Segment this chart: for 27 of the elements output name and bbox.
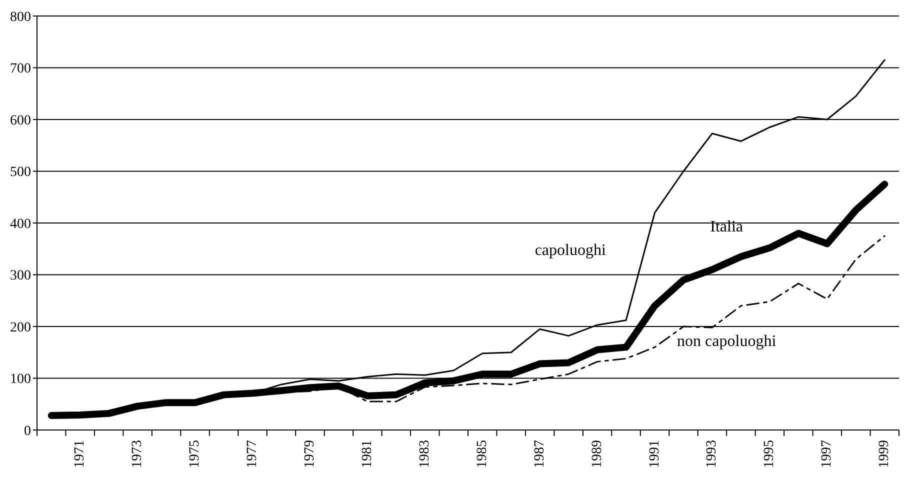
x-tick-label: 1997 xyxy=(820,440,835,468)
y-tick-label: 100 xyxy=(10,372,31,388)
x-tick-label: 1985 xyxy=(474,440,490,468)
x-tick-label: 1999 xyxy=(877,440,892,468)
y-tick-label: 200 xyxy=(10,320,31,336)
text: capoluoghi xyxy=(534,242,606,259)
x-tick-label: 1989 xyxy=(590,440,605,468)
x-tick-label: 1981 xyxy=(360,440,375,468)
x-tick-label: 1995 xyxy=(762,440,778,468)
x-tick-label: 1979 xyxy=(302,440,318,468)
x-tick-label: 1983 xyxy=(417,440,432,468)
y-tick-label: 700 xyxy=(10,62,31,77)
y-tick-label: 0 xyxy=(24,424,31,439)
y-tick-label: 600 xyxy=(10,113,31,128)
series-label: non capoluoghi xyxy=(677,332,777,350)
x-tick-label: 1971 xyxy=(72,440,88,468)
y-tick-label: 400 xyxy=(10,216,31,232)
x-tick-label: 1993 xyxy=(704,440,720,468)
y-tick-label: 300 xyxy=(10,268,31,284)
series-label: Italia xyxy=(710,218,744,236)
x-tick-label: 1977 xyxy=(245,440,260,468)
y-tick-label: 800 xyxy=(10,10,31,25)
x-tick-label: 1991 xyxy=(647,440,662,468)
x-tick-label: 1975 xyxy=(188,440,203,468)
x-tick-label: 1973 xyxy=(130,440,146,468)
y-tick-label: 500 xyxy=(10,165,31,180)
x-tick-label: 1987 xyxy=(532,440,548,468)
